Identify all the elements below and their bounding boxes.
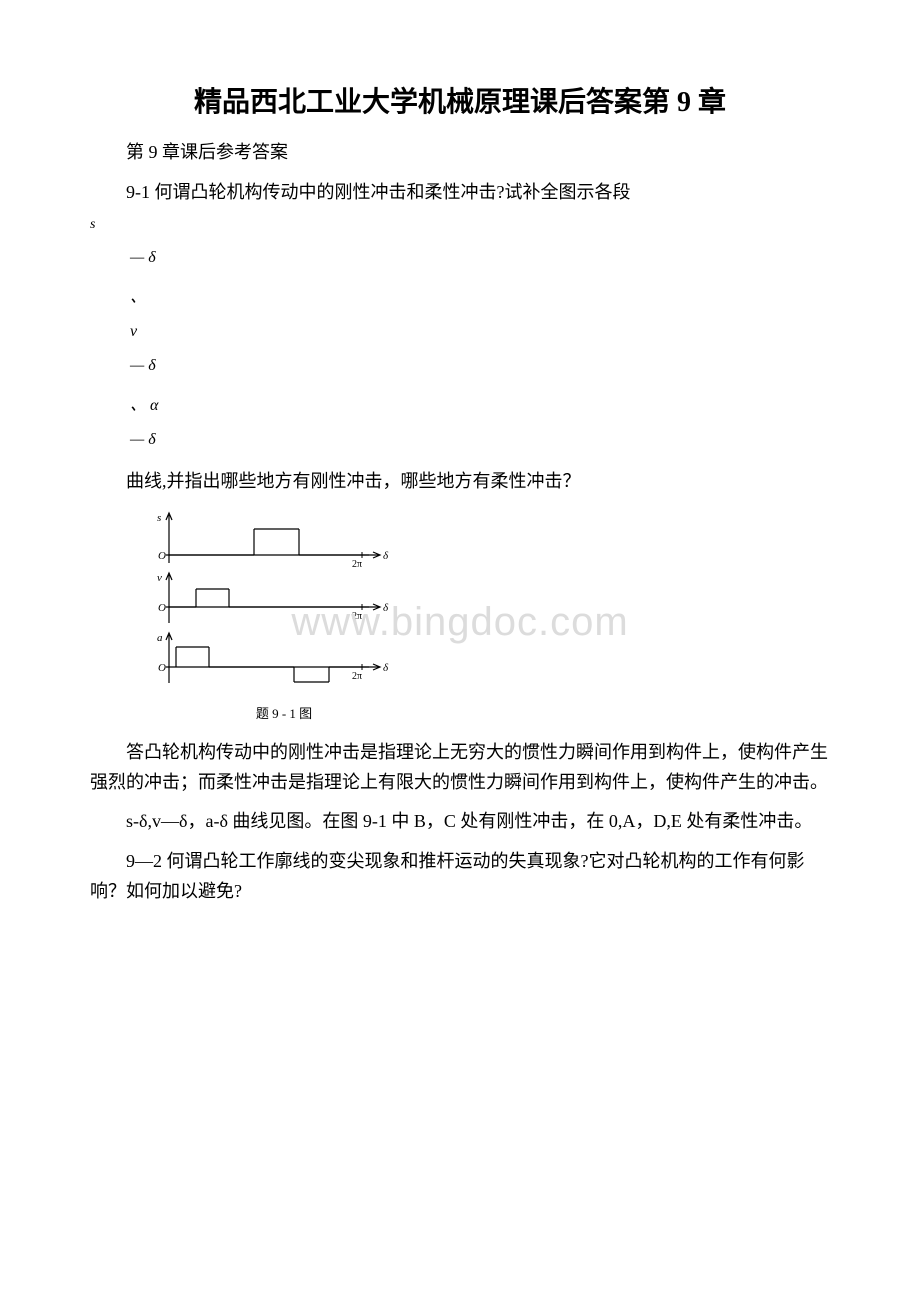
page-title: 精品西北工业大学机械原理课后答案第 9 章	[90, 80, 830, 120]
svg-text:2π: 2π	[352, 611, 362, 622]
chart-caption: 题 9 - 1 图	[154, 703, 414, 722]
variable-s: s	[90, 217, 830, 233]
legend-item-2: v	[130, 323, 830, 341]
paragraph-1: 第 9 章课后参考答案	[90, 138, 830, 168]
legend-item-1: 、	[130, 283, 830, 307]
svg-text:2π: 2π	[352, 671, 362, 682]
paragraph-3: 曲线,并指出哪些地方有刚性冲击，哪些地方有柔性冲击？	[90, 467, 830, 497]
svg-text:s: s	[157, 512, 161, 524]
paragraph-2: 9-1 何谓凸轮机构传动中的刚性冲击和柔性冲击?试补全图示各段	[90, 178, 830, 208]
paragraph-5: s-δ,v—δ，a-δ 曲线见图。在图 9-1 中 B，C 处有刚性冲击，在 0…	[90, 807, 830, 837]
paragraph-6: 9—2 何谓凸轮工作廓线的变尖现象和推杆运动的失真现象?它对凸轮机构的工作有何影…	[90, 847, 830, 906]
legend-block: — δ 、 v — δ 、 α — δ	[90, 249, 830, 449]
legend-item-5: — δ	[130, 431, 830, 449]
svg-text:δ: δ	[383, 662, 389, 674]
svg-text:O: O	[158, 602, 166, 614]
chart-figure: sO2πδvO2πδaO2πδ 题 9 - 1 图	[154, 507, 414, 722]
svg-text:O: O	[158, 550, 166, 562]
svg-text:δ: δ	[383, 602, 389, 614]
paragraph-4: 答凸轮机构传动中的刚性冲击是指理论上无穷大的惯性力瞬间作用到构件上，使构件产生强…	[90, 738, 830, 797]
svg-text:2π: 2π	[352, 559, 362, 570]
chart-svg: sO2πδvO2πδaO2πδ	[154, 507, 414, 697]
svg-text:a: a	[157, 632, 163, 644]
svg-text:O: O	[158, 662, 166, 674]
legend-item-0: — δ	[130, 249, 830, 267]
legend-item-4: 、 α	[130, 391, 830, 415]
legend-item-3: — δ	[130, 357, 830, 375]
svg-text:δ: δ	[383, 550, 389, 562]
svg-text:v: v	[157, 572, 162, 584]
